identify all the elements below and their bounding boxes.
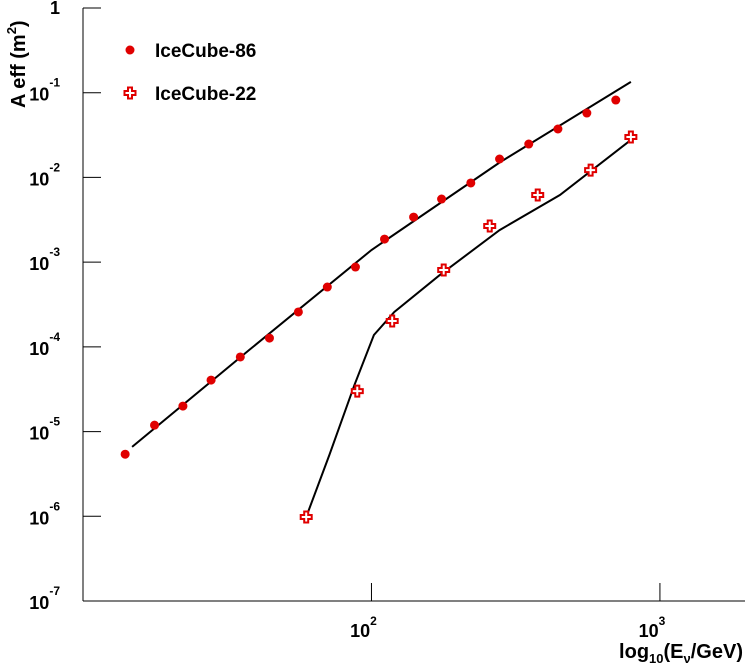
y-tick-exponent: -1 [49,76,60,90]
y-tick-exponent: -4 [49,330,60,344]
data-point [385,314,399,328]
y-tick-label: 10-2 [29,160,60,189]
data-point [322,282,332,292]
data-point [409,212,419,222]
fit-line [305,139,632,518]
legend-marker [123,86,137,100]
x-tick-exponent: 3 [659,614,666,628]
legend-label: IceCube-22 [155,84,256,105]
data-point [150,420,160,430]
data-point [293,307,303,317]
y-tick-label: 10-1 [29,76,60,105]
data-point [380,234,390,244]
x-tick-exponent: 2 [370,614,377,628]
y-tick-base: 10 [29,339,49,359]
data-point [350,384,364,398]
legend-marker [125,45,135,55]
y-tick-label: 10-7 [29,584,60,613]
y-axis-title-part: ) [8,20,30,27]
data-point [584,163,598,177]
y-tick-label: 1 [50,0,60,18]
y-tick-label: 10-3 [29,245,60,274]
data-point [611,95,621,105]
data-point [299,510,313,524]
y-tick-base: 10 [29,169,49,189]
x-tick-base: 10 [350,621,370,641]
x-tick-label: 103 [639,614,666,641]
y-axis-title: A eff (m2) [4,20,30,108]
data-point [206,375,216,385]
data-point [437,263,451,277]
legend-label: IceCube-86 [155,41,256,62]
data-point [495,154,505,164]
y-tick-base: 10 [29,593,49,613]
y-tick-base: 10 [29,508,49,528]
fit-line [131,81,632,448]
y-axis-title-part: 2 [4,27,19,34]
y-tick-label: 10-6 [29,499,60,528]
y-tick-label: 10-4 [29,330,60,359]
data-point [531,188,545,202]
y-tick-base: 10 [29,85,49,105]
x-axis-title-part: log [619,641,649,663]
y-axis-title-part: A eff (m [8,34,30,108]
y-tick-base: 10 [29,424,49,444]
y-tick-exponent: -2 [49,160,60,174]
y-tick-exponent: -5 [49,415,60,429]
y-tick-exponent: -6 [49,499,60,513]
data-point [350,262,360,272]
data-point [437,194,447,204]
data-point [483,219,497,233]
y-tick-exponent: -3 [49,245,60,259]
data-point [624,130,638,144]
data-point [120,449,130,459]
data-point [524,139,534,149]
x-tick-label: 102 [350,614,377,641]
data-point [235,352,245,362]
data-point [264,333,274,343]
x-tick-base: 10 [639,621,659,641]
data-point [553,124,563,134]
x-axis-title-part: /GeV) [691,641,743,663]
y-tick-base: 10 [29,254,49,274]
x-axis-title-part: ν [684,651,691,664]
x-axis-title-part: 10 [649,651,663,664]
x-axis-title: log10(Eν/GeV) [619,641,743,664]
data-point [466,178,476,188]
data-point [178,401,188,411]
y-tick-label: 10-5 [29,415,60,444]
data-point [582,108,592,118]
y-tick-exponent: -7 [49,584,60,598]
x-axis-title-part: (E [664,641,684,663]
